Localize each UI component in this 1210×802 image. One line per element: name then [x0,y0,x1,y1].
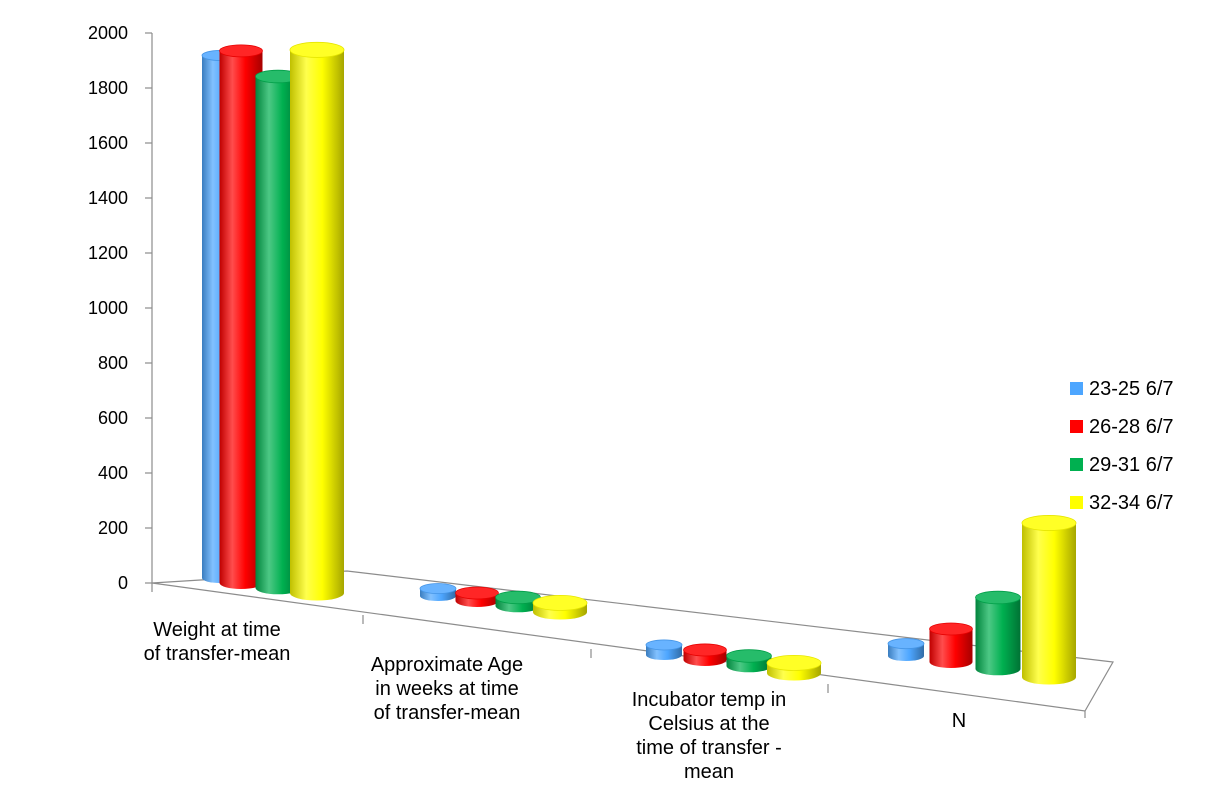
bar-2-3 [766,655,822,681]
bar-3-1 [929,622,973,669]
legend-item: 23-25 6/7 [1070,378,1174,400]
legend-swatch [1070,496,1083,509]
legend-item: 29-31 6/7 [1070,454,1174,476]
legend-swatch [1070,458,1083,471]
y-tick-label: 800 [98,353,128,373]
bar-1-2 [495,590,541,613]
bar-0-1 [219,44,263,590]
bar-1-0 [419,583,457,602]
legend-label: 26-28 6/7 [1089,416,1174,438]
legend-swatch [1070,382,1083,395]
bar-0-3 [289,41,345,601]
legend-label: 29-31 6/7 [1089,454,1174,476]
bar-1-1 [455,586,499,608]
category-label: Incubator temp in Celsius at the time of t… [632,689,787,783]
bar-2-1 [683,643,727,667]
bar-3-2 [975,590,1021,676]
y-tick-label: 400 [98,463,128,483]
bar-2-0 [645,639,683,661]
bar-3-3 [1021,515,1077,685]
legend-label: 32-34 6/7 [1089,492,1174,514]
y-tick-label: 200 [98,518,128,538]
y-tick-label: 1200 [88,243,128,263]
y-tick-label: 600 [98,408,128,428]
category-label: N [952,710,966,732]
category-label: Approximate Age in weeks at time of transf… [371,654,523,724]
bar-0-2 [255,69,301,595]
bar-1-3 [532,594,588,620]
y-tick-label: 1800 [88,78,128,98]
legend-item: 32-34 6/7 [1070,492,1174,514]
y-tick-label: 1000 [88,298,128,318]
legend-label: 23-25 6/7 [1089,378,1174,400]
chart-bars [201,41,1077,685]
bar-2-2 [726,649,772,673]
bar-3-0 [887,638,925,662]
legend-swatch [1070,420,1083,433]
legend-item: 26-28 6/7 [1070,416,1174,438]
y-tick-label: 0 [118,573,128,593]
y-axis-ticks: 0 200 400 600 800 1000 1200 1400 1600 1800 2000 [88,23,152,593]
category-labels: Weight at time of transfer-mean Approximat… [144,619,967,783]
legend: 23-25 6/7 26-28 6/7 29-31 6/7 32-34 6/7 [1070,378,1174,514]
y-tick-label: 1600 [88,133,128,153]
y-tick-label: 2000 [88,23,128,43]
y-tick-label: 1400 [88,188,128,208]
category-label: Weight at time of transfer-mean [144,619,291,665]
